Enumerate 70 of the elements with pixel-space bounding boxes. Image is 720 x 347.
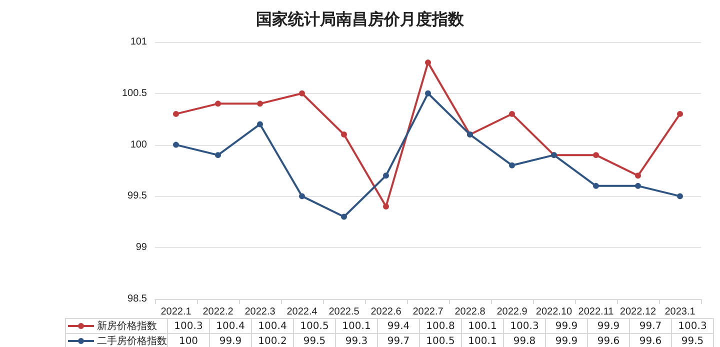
data-label: 100.3 [504, 318, 546, 334]
data-label: 99.9 [588, 318, 630, 334]
point [299, 90, 305, 96]
x-tick-label: 2022.5 [328, 306, 360, 318]
y-tick-label: 100 [130, 139, 148, 150]
point [677, 110, 683, 117]
chart-title: 国家统计局南昌房价月度指数 [256, 10, 465, 28]
data-label: 99.9 [546, 334, 588, 347]
data-label: 99.4 [378, 318, 420, 334]
data-label: 99.9 [210, 334, 252, 347]
x-tick-label: 2022.11 [578, 306, 614, 318]
data-label: 100.5 [294, 318, 336, 334]
data-label: 100.3 [672, 318, 714, 334]
data-label: 99.7 [630, 318, 672, 334]
point [383, 203, 389, 210]
x-tick-label: 2022.6 [370, 306, 402, 318]
data-label: 99.6 [630, 334, 672, 347]
point [593, 152, 599, 158]
data-label: 100.2 [252, 334, 294, 347]
y-tick-label: 98.5 [128, 294, 148, 304]
data-label: 99.7 [378, 334, 420, 347]
point [215, 100, 221, 107]
point [173, 110, 179, 117]
legend-label: 新房价格指数 [97, 321, 157, 332]
x-tick-label: 2023.1 [664, 306, 696, 318]
data-label: 99.6 [588, 334, 630, 347]
point [299, 193, 305, 200]
point [509, 162, 515, 168]
data-label: 99.5 [294, 334, 336, 347]
data-label: 100.1 [336, 318, 378, 334]
x-tick-label: 2022.7 [412, 306, 444, 318]
data-label: 100.1 [462, 334, 504, 347]
data-label: 100.3 [168, 318, 210, 334]
y-tick-label: 99.5 [128, 190, 148, 202]
point [593, 182, 599, 189]
y-tick-label: 100.5 [122, 88, 148, 99]
data-label: 99.9 [546, 318, 588, 334]
data-label: 100.5 [420, 334, 462, 347]
point [257, 100, 263, 107]
point [509, 110, 515, 117]
point [173, 142, 179, 148]
data-label: 100 [168, 334, 210, 347]
x-tick-label: 2022.12 [620, 306, 657, 318]
data-label: 100.4 [210, 318, 252, 334]
point [341, 132, 347, 138]
data-label: 100.8 [420, 318, 462, 334]
legend-label: 二手房价格指数 [97, 336, 167, 347]
x-tick-label: 2022.3 [244, 306, 276, 318]
y-tick-label: 101 [130, 36, 148, 48]
point [215, 152, 221, 158]
data-label: 100.4 [252, 318, 294, 334]
x-tick-label: 2022.4 [286, 306, 318, 318]
data-label: 100.1 [462, 318, 504, 334]
data-label: 99.3 [336, 334, 378, 347]
point [257, 121, 263, 128]
x-tick-label: 2022.2 [202, 306, 234, 318]
point [383, 172, 389, 179]
data-label: 99.5 [672, 334, 714, 347]
x-tick-label: 2022.9 [496, 306, 528, 318]
x-tick-label: 2022.1 [160, 306, 192, 318]
x-tick-label: 2022.8 [454, 306, 486, 318]
point [635, 172, 641, 179]
point [635, 182, 641, 189]
point [425, 60, 431, 66]
data-label: 99.8 [504, 334, 546, 347]
y-tick-label: 99 [136, 242, 148, 254]
point [341, 214, 347, 220]
x-tick-label: 2022.10 [536, 306, 573, 318]
point [677, 193, 683, 200]
point [425, 90, 431, 96]
